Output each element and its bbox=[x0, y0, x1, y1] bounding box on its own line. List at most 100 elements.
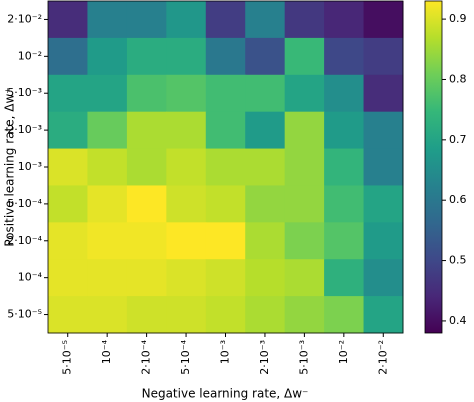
heatmap-cell bbox=[245, 74, 286, 113]
heatmap-cell bbox=[166, 296, 207, 334]
x-tick-label: 2·10⁻⁴ bbox=[140, 339, 153, 374]
heatmap-cell bbox=[245, 185, 286, 223]
heatmap-cell bbox=[87, 148, 128, 186]
heatmap-cell bbox=[205, 222, 246, 260]
heatmap-cell bbox=[48, 296, 88, 334]
heatmap-cell bbox=[48, 222, 88, 260]
heatmap-cell bbox=[324, 74, 365, 113]
y-tick-label: 5·10⁻³ bbox=[7, 86, 42, 99]
y-tick-label: 5·10⁻⁵ bbox=[7, 308, 42, 321]
heatmap-cell bbox=[166, 1, 207, 39]
y-tick-label: 10⁻³ bbox=[18, 160, 42, 173]
heatmap-cell bbox=[48, 74, 88, 113]
heatmap-cell bbox=[126, 37, 167, 76]
heatmap-cell bbox=[48, 1, 88, 39]
heatmap-cell bbox=[205, 185, 246, 223]
heatmap-cell bbox=[205, 74, 246, 113]
colorbar-tick-label: 0.8 bbox=[449, 72, 467, 85]
heatmap-cell bbox=[245, 222, 286, 260]
heatmap-cell bbox=[363, 1, 404, 39]
heatmap-cell bbox=[363, 222, 404, 260]
heatmap-cell bbox=[166, 222, 207, 260]
x-axis-title: Negative learning rate, Δw⁻ bbox=[142, 387, 309, 401]
x-tick-label: 10⁻⁴ bbox=[100, 339, 113, 364]
heatmap-cell bbox=[284, 111, 325, 150]
colorbar-tick-label: 0.7 bbox=[449, 133, 467, 146]
heatmap-cell bbox=[205, 37, 246, 76]
heatmap-cell bbox=[324, 111, 365, 150]
heatmap-cell bbox=[166, 37, 207, 76]
x-tick-label: 2·10⁻³ bbox=[258, 340, 271, 375]
heatmap-cell bbox=[87, 74, 128, 113]
heatmap-cell bbox=[166, 185, 207, 223]
heatmap-cell bbox=[87, 37, 128, 76]
heatmap-cell bbox=[166, 111, 207, 150]
y-axis-title: Positive learning rate, Δw⁺ bbox=[3, 87, 17, 246]
heatmap-cell bbox=[324, 148, 365, 186]
heatmap-cell bbox=[205, 259, 246, 297]
heatmap-cell bbox=[284, 74, 325, 113]
heatmap-cell bbox=[284, 37, 325, 76]
heatmap-cell bbox=[87, 111, 128, 150]
heatmap-cell bbox=[363, 185, 404, 223]
heatmap-cell bbox=[284, 185, 325, 223]
y-tick-label: 10⁻² bbox=[18, 49, 42, 62]
heatmap-cell bbox=[363, 37, 404, 76]
y-tick-label: 2·10⁻³ bbox=[7, 123, 42, 136]
heatmap-cell bbox=[166, 74, 207, 113]
heatmap-cell bbox=[324, 1, 365, 39]
heatmap-cell bbox=[324, 185, 365, 223]
heatmap-cell bbox=[166, 259, 207, 297]
colorbar-tick-label: 0.5 bbox=[449, 254, 467, 267]
heatmap-cell bbox=[284, 148, 325, 186]
heatmap-cell bbox=[363, 259, 404, 297]
heatmap-cell bbox=[48, 148, 88, 186]
colorbar-tick-label: 0.6 bbox=[449, 193, 467, 206]
x-tick-label: 5·10⁻⁵ bbox=[61, 340, 74, 375]
heatmap-cell bbox=[87, 259, 128, 297]
heatmap-cell bbox=[205, 296, 246, 334]
heatmap-cell bbox=[284, 259, 325, 297]
heatmap-cell bbox=[363, 148, 404, 186]
heatmap-cell bbox=[284, 1, 325, 39]
heatmap-cell bbox=[324, 37, 365, 76]
heatmap-cell bbox=[284, 296, 325, 334]
x-tick-label: 5·10⁻⁴ bbox=[179, 339, 192, 374]
heatmap-cell bbox=[126, 1, 167, 39]
heatmap-cell bbox=[126, 296, 167, 334]
y-tick-label: 10⁻⁴ bbox=[18, 271, 43, 284]
heatmap-cell bbox=[87, 1, 128, 39]
heatmap-cell bbox=[284, 222, 325, 260]
y-tick-label: 2·10⁻⁴ bbox=[7, 234, 42, 247]
heatmap-cell bbox=[126, 111, 167, 150]
heatmap-cell bbox=[126, 185, 167, 223]
x-tick-label: 2·10⁻² bbox=[376, 340, 389, 375]
heatmap-cell bbox=[166, 148, 207, 186]
heatmap-cell bbox=[126, 222, 167, 260]
y-tick-label: 5·10⁻⁴ bbox=[7, 197, 42, 210]
heatmap-cell bbox=[363, 296, 404, 334]
heatmap-cell bbox=[205, 148, 246, 186]
heatmap-cell bbox=[245, 259, 286, 297]
heatmap-cell bbox=[48, 259, 88, 297]
heatmap-cell bbox=[87, 222, 128, 260]
colorbar-tick-label: 0.4 bbox=[449, 314, 467, 327]
colorbar-tick-label: 0.9 bbox=[449, 12, 467, 25]
heatmap-cell bbox=[324, 296, 365, 334]
heatmap-cell bbox=[245, 1, 286, 39]
x-tick-label: 10⁻² bbox=[337, 340, 350, 364]
heatmap-cell bbox=[245, 148, 286, 186]
x-tick-label: 10⁻³ bbox=[219, 340, 232, 364]
heatmap-cell bbox=[324, 259, 365, 297]
heatmap-cell bbox=[245, 37, 286, 76]
heatmap-cell bbox=[48, 111, 88, 150]
heatmap-cell bbox=[205, 1, 246, 39]
heatmap-cell bbox=[363, 111, 404, 150]
heatmap-cell bbox=[126, 74, 167, 113]
heatmap-cell bbox=[48, 185, 88, 223]
heatmap-cell bbox=[126, 148, 167, 186]
heatmap-cell bbox=[245, 296, 286, 334]
heatmap-cell bbox=[205, 111, 246, 150]
heatmap-cell bbox=[87, 296, 128, 334]
